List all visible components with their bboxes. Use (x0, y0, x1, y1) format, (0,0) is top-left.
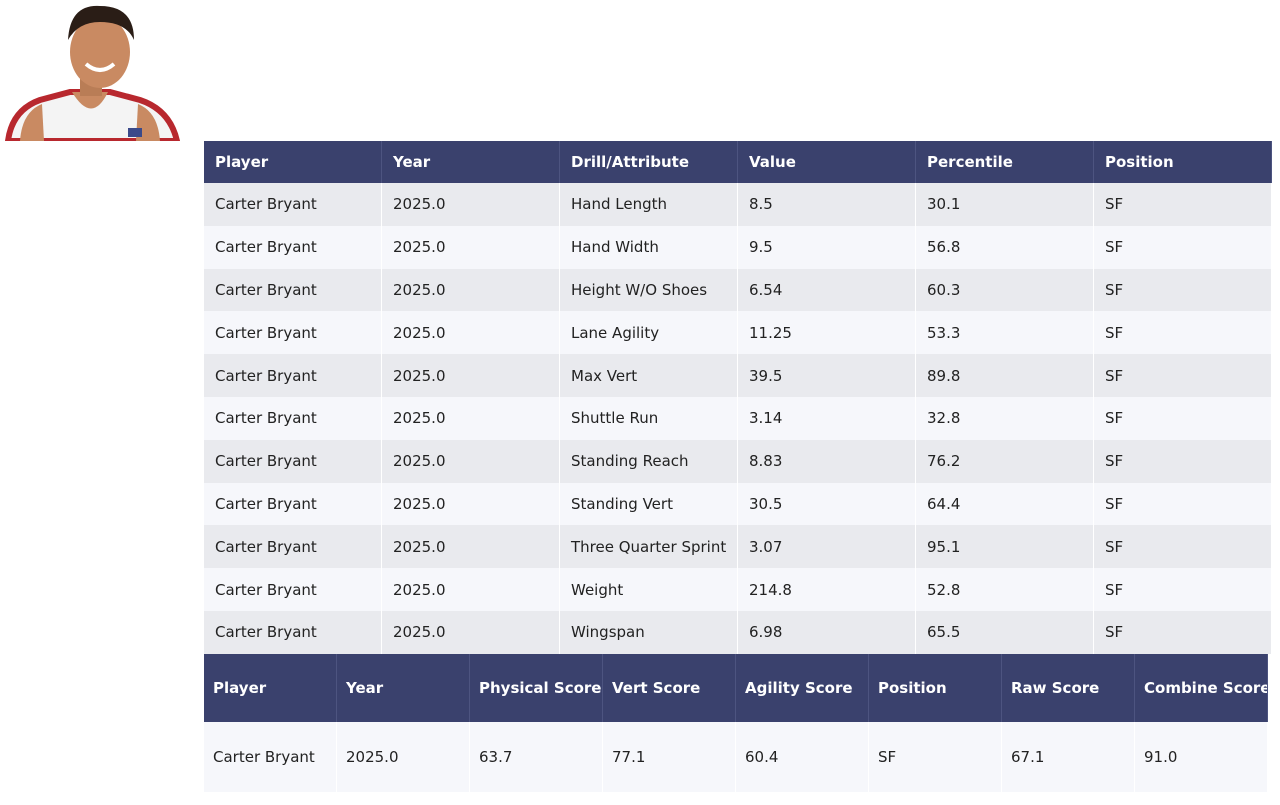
table-cell: Carter Bryant (204, 311, 382, 355)
table-cell: 2025.0 (382, 568, 560, 611)
table-cell: 52.8 (916, 568, 1094, 611)
score-table: Player Year Physical Score Vert Score Agilit… (204, 654, 1268, 792)
table-cell: Shuttle Run (560, 396, 738, 440)
table-cell: SF (1094, 610, 1272, 654)
table-cell: SF (1094, 354, 1272, 397)
column-header: Percentile (916, 141, 1094, 183)
table-cell: Carter Bryant (204, 525, 382, 569)
table-cell: Carter Bryant (204, 568, 382, 611)
table-cell: 2025.0 (382, 439, 560, 483)
table-cell: SF (1094, 482, 1272, 526)
column-header: Player (204, 141, 382, 183)
column-header: Agility Score (736, 654, 869, 722)
table-cell: Hand Length (560, 183, 738, 226)
table-cell: Carter Bryant (204, 610, 382, 654)
table-cell: Three Quarter Sprint (560, 525, 738, 569)
table-cell: 6.98 (738, 610, 916, 654)
table-cell: 11.25 (738, 311, 916, 355)
table-cell: Carter Bryant (204, 439, 382, 483)
table-cell: 9.5 (738, 225, 916, 269)
table-cell: 8.5 (738, 183, 916, 226)
table-cell: SF (1094, 439, 1272, 483)
table-cell: Carter Bryant (204, 225, 382, 269)
table-cell: Standing Vert (560, 482, 738, 526)
column-header: Vert Score (603, 654, 736, 722)
table-cell: 56.8 (916, 225, 1094, 269)
table-cell: SF (1094, 396, 1272, 440)
table-cell: 6.54 (738, 268, 916, 312)
table-cell: 53.3 (916, 311, 1094, 355)
table-cell: 2025.0 (382, 354, 560, 397)
table-cell: 30.5 (738, 482, 916, 526)
table-cell: SF (1094, 268, 1272, 312)
table-cell: Lane Agility (560, 311, 738, 355)
table-cell: 2025.0 (382, 482, 560, 526)
table-cell: 76.2 (916, 439, 1094, 483)
table-cell: Height W/O Shoes (560, 268, 738, 312)
table-cell: 214.8 (738, 568, 916, 611)
table-cell: 95.1 (916, 525, 1094, 569)
table-cell: 30.1 (916, 183, 1094, 226)
column-header: Player (204, 654, 337, 722)
table-cell: 63.7 (470, 722, 603, 792)
table-cell: 60.4 (736, 722, 869, 792)
table-cell: 60.3 (916, 268, 1094, 312)
column-header: Raw Score (1002, 654, 1135, 722)
table-cell: Carter Bryant (204, 396, 382, 440)
table-cell: 91.0 (1135, 722, 1268, 792)
table-cell: 77.1 (603, 722, 736, 792)
table-cell: 3.14 (738, 396, 916, 440)
column-header: Year (382, 141, 560, 183)
table-cell: SF (1094, 311, 1272, 355)
table-cell: 2025.0 (382, 183, 560, 226)
table-cell: Standing Reach (560, 439, 738, 483)
table-cell: 65.5 (916, 610, 1094, 654)
table-cell: Weight (560, 568, 738, 611)
table-cell: Hand Width (560, 225, 738, 269)
table-cell: SF (1094, 225, 1272, 269)
table-cell: Carter Bryant (204, 482, 382, 526)
column-header: Position (869, 654, 1002, 722)
drill-table: Player Year Drill/Attribute Value Percentile… (204, 141, 1272, 654)
table-cell: Carter Bryant (204, 183, 382, 226)
table-cell: 89.8 (916, 354, 1094, 397)
table-cell: 2025.0 (337, 722, 470, 792)
table-cell: 2025.0 (382, 311, 560, 355)
table-cell: SF (1094, 183, 1272, 226)
table-cell: SF (1094, 525, 1272, 569)
table-cell: Carter Bryant (204, 268, 382, 312)
table-cell: 2025.0 (382, 396, 560, 440)
column-header: Year (337, 654, 470, 722)
table-cell: 67.1 (1002, 722, 1135, 792)
table-cell: Carter Bryant (204, 722, 337, 792)
table-cell: SF (869, 722, 1002, 792)
table-cell: 2025.0 (382, 525, 560, 569)
column-header: Combine Score (1135, 654, 1268, 722)
table-cell: 39.5 (738, 354, 916, 397)
column-header: Drill/Attribute (560, 141, 738, 183)
table-cell: 2025.0 (382, 268, 560, 312)
column-header: Physical Score (470, 654, 603, 722)
player-photo (4, 5, 180, 141)
table-cell: 2025.0 (382, 610, 560, 654)
table-cell: Wingspan (560, 610, 738, 654)
column-header: Position (1094, 141, 1272, 183)
table-cell: Max Vert (560, 354, 738, 397)
column-header: Value (738, 141, 916, 183)
table-cell: SF (1094, 568, 1272, 611)
table-cell: 64.4 (916, 482, 1094, 526)
table-cell: 8.83 (738, 439, 916, 483)
table-cell: 3.07 (738, 525, 916, 569)
table-cell: 2025.0 (382, 225, 560, 269)
table-cell: Carter Bryant (204, 354, 382, 397)
table-cell: 32.8 (916, 396, 1094, 440)
